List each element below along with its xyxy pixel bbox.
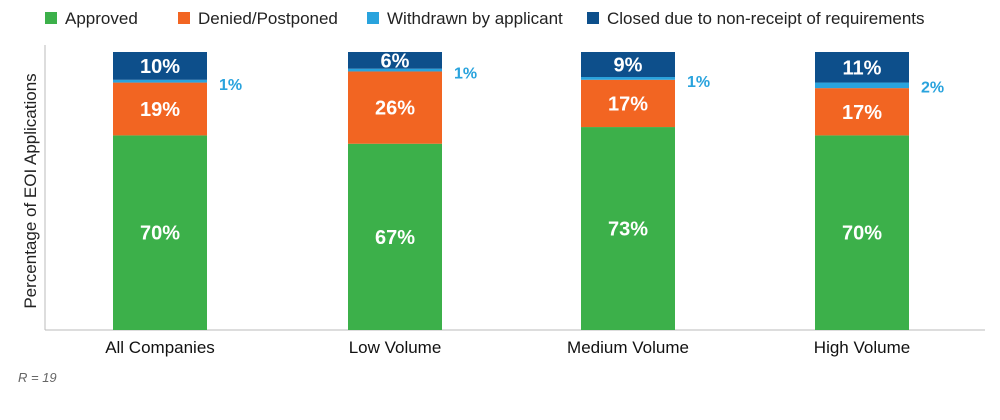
bar-segment-all-companies-withdrawn-by-applicant	[113, 79, 207, 83]
bar-segment-high-volume-denied-postponed	[815, 88, 909, 136]
data-label-medium-volume-withdrawn-by-applicant: 1%	[687, 74, 710, 91]
legend-swatch-denied-postponed	[178, 12, 190, 24]
bar-low-volume: 67% 26% 1% 6%	[348, 50, 477, 330]
bar-segment-low-volume-denied-postponed	[348, 71, 442, 144]
legend-swatch-withdrawn-by-applicant	[367, 12, 379, 24]
bars: 70% 19% 1% 10% 67% 26% 1% 6% 73% 17% 1% 9% 70% 17% 2% 1…	[113, 50, 944, 330]
legend-item-denied-postponed: Denied/Postponed	[178, 9, 338, 28]
x-tick-label-all-companies: All Companies	[105, 338, 215, 357]
legend-item-approved: Approved	[45, 9, 138, 28]
data-label-all-companies-closed-due-to-non-receipt-of-requirements: 10%	[140, 56, 180, 78]
data-label-all-companies-withdrawn-by-applicant: 1%	[219, 77, 242, 94]
data-label-all-companies-approved: 70%	[140, 223, 180, 245]
bar-segment-all-companies-approved	[113, 135, 207, 330]
legend-item-closed-due-to-non-receipt-of-requirements: Closed due to non-receipt of requirement…	[587, 9, 925, 28]
data-label-low-volume-closed-due-to-non-receipt-of-requirements: 6%	[381, 50, 410, 72]
bar-segment-all-companies-closed-due-to-non-receipt-of-requirements	[113, 52, 207, 80]
data-label-low-volume-denied-postponed: 26%	[375, 98, 415, 120]
x-tick-label-low-volume: Low Volume	[349, 338, 442, 357]
bar-segment-medium-volume-denied-postponed	[581, 79, 675, 128]
bar-high-volume: 70% 17% 2% 11%	[815, 52, 944, 330]
x-axis-labels: All Companies Low Volume Medium Volume High…	[105, 338, 910, 357]
data-label-high-volume-closed-due-to-non-receipt-of-requirements: 11%	[843, 57, 882, 79]
legend-label-approved: Approved	[65, 9, 138, 28]
data-label-medium-volume-denied-postponed: 17%	[608, 93, 648, 115]
bar-segment-high-volume-approved	[815, 135, 909, 330]
y-axis-label: Percentage of EOI Applications	[21, 73, 40, 308]
legend-swatch-closed-due-to-non-receipt-of-requirements	[587, 12, 599, 24]
data-label-all-companies-denied-postponed: 19%	[140, 99, 180, 121]
bar-segment-medium-volume-closed-due-to-non-receipt-of-requirements	[581, 52, 675, 78]
data-label-medium-volume-approved: 73%	[608, 219, 648, 241]
bar-all-companies: 70% 19% 1% 10%	[113, 52, 242, 330]
data-label-low-volume-approved: 67%	[375, 227, 415, 249]
bar-medium-volume: 73% 17% 1% 9%	[581, 52, 710, 330]
legend-label-withdrawn-by-applicant: Withdrawn by applicant	[387, 9, 563, 28]
bar-segment-low-volume-closed-due-to-non-receipt-of-requirements	[348, 52, 442, 69]
legend: Approved Denied/Postponed Withdrawn by app…	[45, 9, 925, 28]
data-label-high-volume-withdrawn-by-applicant: 2%	[921, 80, 944, 97]
bar-segment-low-volume-withdrawn-by-applicant	[348, 68, 442, 72]
sample-size-note: R = 19	[18, 370, 57, 385]
data-label-high-volume-denied-postponed: 17%	[842, 102, 882, 124]
bar-segment-medium-volume-withdrawn-by-applicant	[581, 77, 675, 80]
data-label-high-volume-approved: 70%	[842, 223, 882, 245]
x-tick-label-medium-volume: Medium Volume	[567, 338, 689, 357]
x-tick-label-high-volume: High Volume	[814, 338, 910, 357]
legend-label-denied-postponed: Denied/Postponed	[198, 9, 338, 28]
bar-segment-high-volume-closed-due-to-non-receipt-of-requirements	[815, 52, 909, 83]
bar-segment-low-volume-approved	[348, 143, 442, 330]
bar-segment-high-volume-withdrawn-by-applicant	[815, 82, 909, 89]
legend-item-withdrawn-by-applicant: Withdrawn by applicant	[367, 9, 563, 28]
bar-segment-medium-volume-approved	[581, 127, 675, 330]
bar-segment-all-companies-denied-postponed	[113, 82, 207, 136]
data-label-medium-volume-closed-due-to-non-receipt-of-requirements: 9%	[614, 55, 643, 77]
legend-swatch-approved	[45, 12, 57, 24]
data-label-low-volume-withdrawn-by-applicant: 1%	[454, 66, 477, 83]
legend-label-closed-due-to-non-receipt-of-requirements: Closed due to non-receipt of requirement…	[607, 9, 925, 28]
